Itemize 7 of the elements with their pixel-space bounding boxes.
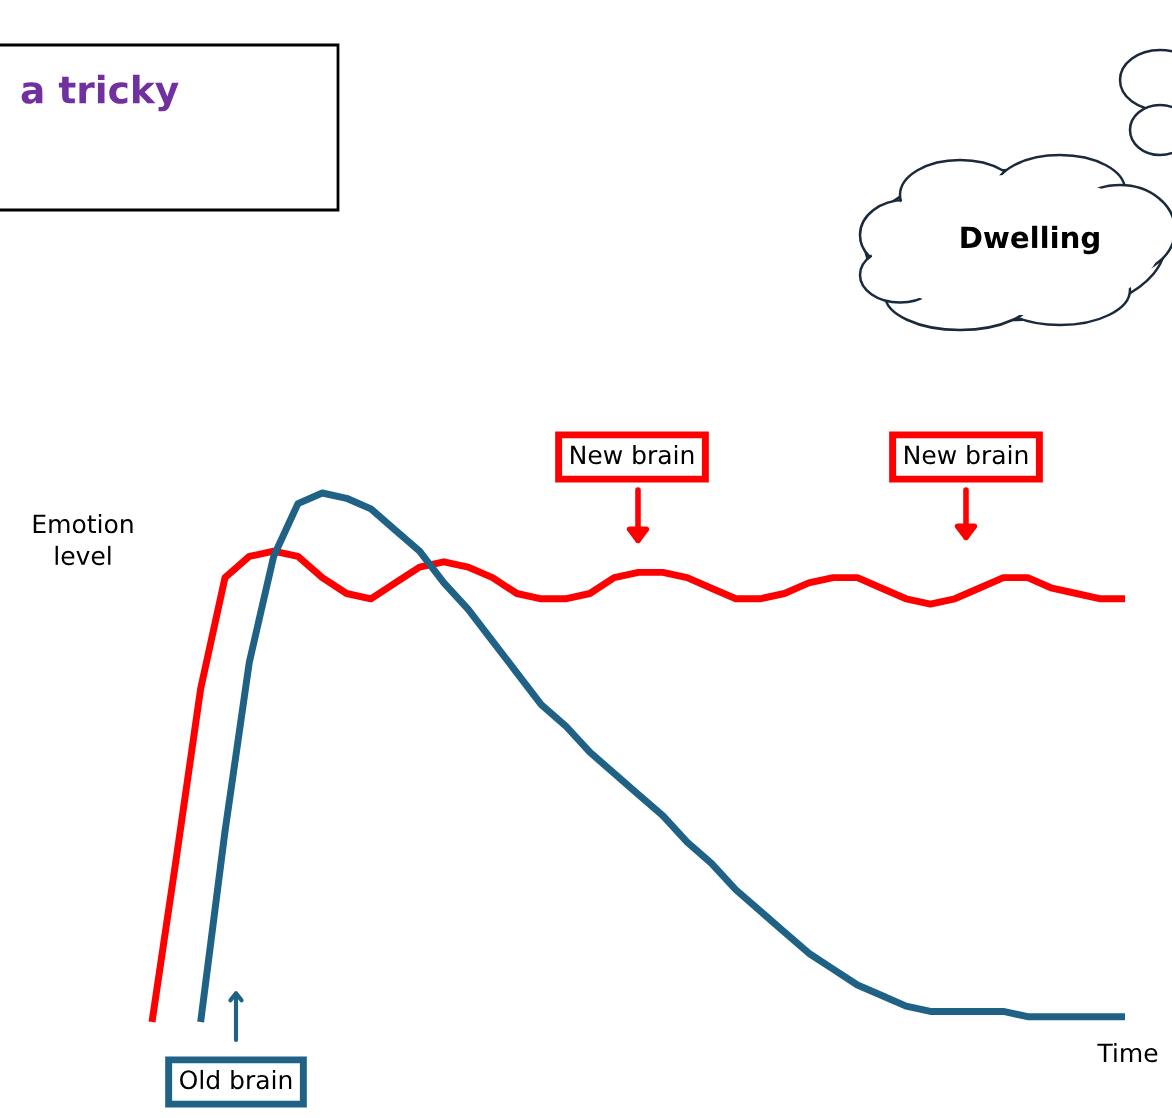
y-axis-title: Emotion level [33,514,133,566]
text: New brain [571,444,694,465]
text: Old brain [180,1069,292,1090]
text: Dwelling [961,225,1099,255]
x-axis-title: Time [1097,1042,1158,1063]
text: New brain [905,444,1028,465]
text: a tricky [21,74,179,112]
